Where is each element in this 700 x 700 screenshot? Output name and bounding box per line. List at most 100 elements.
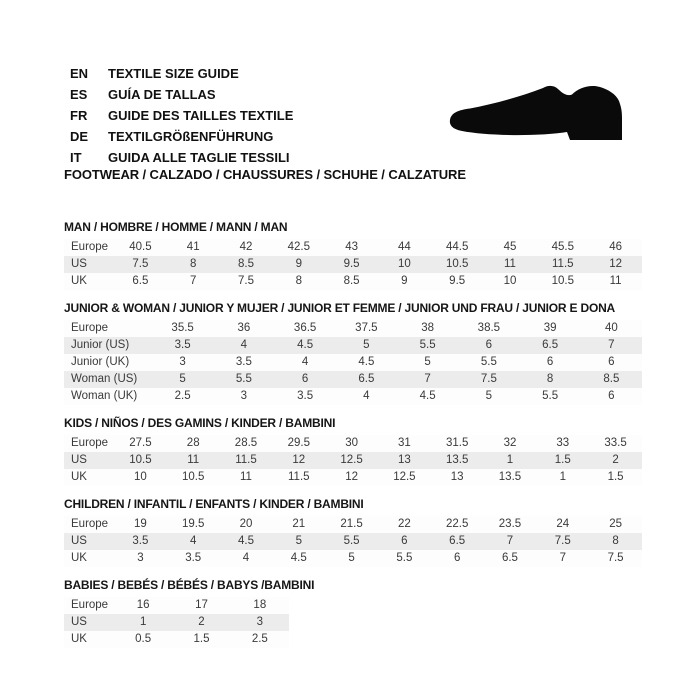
size-table-section: CHILDREN / INFANTIL / ENFANTS / KINDER /…	[64, 498, 642, 567]
size-value-cell: 11	[240, 471, 252, 483]
size-value-cell: 13	[397, 454, 411, 466]
size-value-cell: 8	[189, 258, 197, 270]
row-label-cell: UK	[71, 275, 87, 287]
row-label-cell: Europe	[71, 599, 109, 611]
language-code: DE	[70, 129, 89, 144]
size-tables: MAN / HOMBRE / HOMME / MANN / MAN Europe 4…	[64, 221, 642, 660]
size-value-cell: 9	[295, 258, 302, 270]
size-table-section: MAN / HOMBRE / HOMME / MANN / MAN Europe 4…	[64, 221, 642, 290]
region-header-row: Europe 40.5 41 42 42.5 43 44 44.5 45 45.5 46	[64, 239, 642, 256]
size-value-cell: 7.5	[237, 275, 254, 287]
size-value-cell: 6	[608, 356, 615, 368]
size-table-title: JUNIOR & WOMAN / JUNIOR Y MUJER / JUNIOR…	[64, 301, 616, 315]
language-row: IT GUIDA ALLE TAGLIE TESSILI	[70, 147, 293, 168]
size-table-section: KIDS / NIÑOS / DES GAMINS / KINDER / BAM…	[64, 417, 642, 486]
size-table: Europe 35.5 36 36.5 37.5 38 38.5 39 40 Junior (US…	[64, 320, 642, 405]
size-value-cell: 8.5	[343, 275, 360, 287]
size-value-cell: 6	[485, 339, 493, 351]
size-row: UK 10 10.5 11 11.5 12 12.5 13 13.5 1 1.5	[64, 469, 642, 486]
size-value-cell: 38	[421, 322, 435, 334]
language-label: GUÍA DE TALLAS	[108, 87, 216, 102]
region-header-row: Europe 27.5 28 28.5 29.5 30 31 31.5 32 33 33.5	[64, 435, 642, 452]
size-value-cell: 36	[237, 322, 251, 334]
size-value-cell: 22.5	[445, 518, 469, 530]
size-value-cell: 11	[504, 258, 516, 270]
size-table-title: BABIES / BEBÉS / BÉBÉS / BABYS /BAMBINI	[64, 578, 315, 592]
row-label-cell: US	[71, 535, 87, 547]
size-value-cell: 9.5	[449, 275, 466, 287]
size-value-cell: 4.5	[297, 339, 314, 351]
size-value-cell: 44	[397, 241, 411, 253]
size-value-cell: 35.5	[171, 322, 194, 334]
size-value-cell: 1	[559, 471, 566, 483]
size-value-cell: 8.5	[237, 258, 254, 270]
size-value-cell: 7.5	[132, 258, 149, 270]
size-value-cell: 6	[546, 356, 554, 368]
size-table: Europe 27.5 28 28.5 29.5 30 31 31.5 32 33 33.5 US 10…	[64, 435, 642, 486]
size-value-cell: 21.5	[340, 518, 363, 530]
language-row: FR GUIDE DES TAILLES TEXTILE	[70, 105, 293, 126]
size-value-cell: 4	[189, 535, 197, 547]
size-value-cell: 32	[503, 437, 517, 449]
row-label-cell: Junior (US)	[71, 339, 130, 351]
size-value-cell: 3	[137, 552, 144, 564]
size-value-cell: 44.5	[445, 241, 469, 253]
size-value-cell: 5.5	[480, 356, 497, 368]
size-value-cell: 30	[345, 437, 358, 449]
size-value-cell: 5.5	[343, 535, 360, 547]
size-value-cell: 11.5	[552, 258, 574, 270]
size-value-cell: 1	[506, 454, 514, 466]
size-value-cell: 5	[179, 373, 186, 385]
size-value-cell: 22	[397, 518, 411, 530]
size-table: Europe 16 17 18 US 1 2 3 UK 0.5 1.5 2.5	[64, 597, 289, 648]
size-table-section: JUNIOR & WOMAN / JUNIOR Y MUJER / JUNIOR…	[64, 302, 642, 405]
size-value-cell: 10	[397, 258, 411, 270]
size-value-cell: 1.5	[554, 454, 571, 466]
size-value-cell: 39	[543, 322, 557, 334]
size-value-cell: 25	[609, 518, 622, 530]
size-value-cell: 5.5	[419, 339, 436, 351]
size-value-cell: 7	[559, 552, 566, 564]
size-value-cell: 3.5	[235, 356, 252, 368]
row-label-cell: Woman (US)	[71, 373, 138, 385]
size-value-cell: 27.5	[129, 437, 152, 449]
size-value-cell: 4	[242, 552, 250, 564]
size-value-cell: 40.5	[129, 241, 152, 253]
size-value-cell: 8.5	[603, 373, 620, 385]
size-table: Europe 40.5 41 42 42.5 43 44 44.5 45 45.5 46 US 7.5 8…	[64, 239, 642, 290]
size-value-cell: 4.5	[419, 390, 436, 402]
size-value-cell: 6.5	[542, 339, 559, 351]
size-value-cell: 10	[503, 275, 517, 287]
size-row: US 1 2 3	[64, 614, 289, 631]
size-value-cell: 3.5	[185, 552, 202, 564]
size-value-cell: 28	[186, 437, 200, 449]
size-value-cell: 42	[239, 241, 253, 253]
size-value-cell: 3.5	[174, 339, 191, 351]
size-value-cell: 38.5	[477, 322, 501, 334]
row-label-cell: Europe	[71, 437, 109, 449]
size-value-cell: 42.5	[287, 241, 310, 253]
size-value-cell: 9	[401, 275, 408, 287]
language-label: TEXTILE SIZE GUIDE	[108, 66, 239, 81]
size-value-cell: 5	[424, 356, 431, 368]
language-row: DE TEXTILGRÖßENFÜHRUNG	[70, 126, 293, 147]
size-value-cell: 7.5	[554, 535, 571, 547]
size-value-cell: 11	[609, 275, 622, 287]
size-value-cell: 13.5	[445, 454, 469, 466]
category-title: FOOTWEAR / CALZADO / CHAUSSURES / SCHUHE…	[64, 167, 466, 182]
size-value-cell: 8	[546, 373, 554, 385]
size-value-cell: 4	[240, 339, 248, 351]
size-value-cell: 3.5	[297, 390, 314, 402]
size-value-cell: 18	[253, 599, 267, 611]
size-value-cell: 1.5	[193, 633, 210, 645]
size-value-cell: 11	[187, 454, 200, 466]
row-label-cell: US	[71, 258, 87, 270]
size-value-cell: 3	[240, 390, 248, 402]
row-label-cell: Woman (UK)	[71, 390, 138, 402]
size-value-cell: 4.5	[358, 356, 375, 368]
size-value-cell: 4.5	[237, 535, 254, 547]
size-row: Junior (UK) 3 3.5 4 4.5 5 5.5 6 6	[64, 354, 642, 371]
size-value-cell: 6	[608, 390, 615, 402]
size-value-cell: 28.5	[234, 437, 258, 449]
